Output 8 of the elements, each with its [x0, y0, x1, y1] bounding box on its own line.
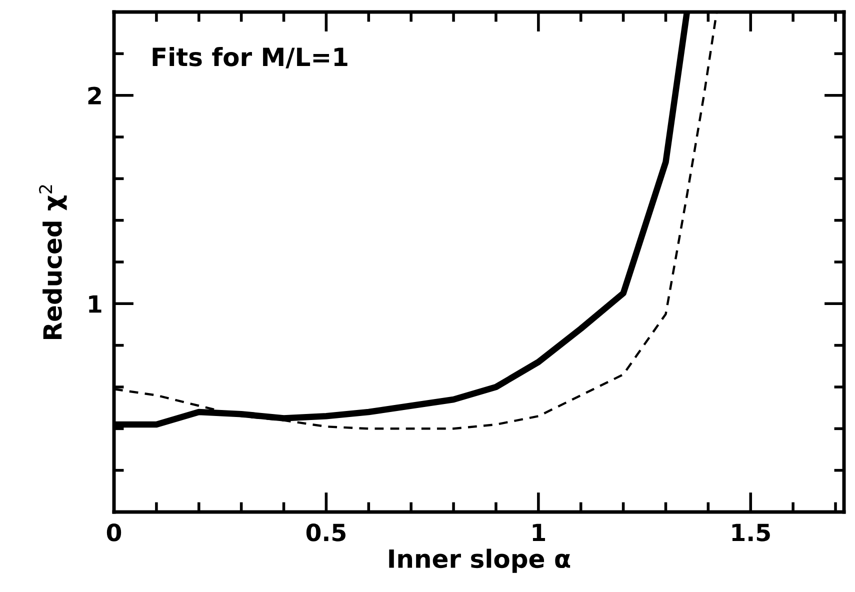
x-axis-title: Inner slope α	[389, 548, 570, 573]
y-axis-title: Reduced χ$^{2}$	[39, 185, 67, 339]
x-tick-label: 1.5	[732, 524, 770, 542]
x-tick-label: 0	[106, 524, 122, 542]
x-tick-label: 0.5	[306, 524, 346, 542]
y-tick-label: 2	[88, 86, 101, 104]
x-tick-label: 1	[532, 524, 546, 542]
annotation: Fits for M/L=1	[152, 47, 348, 68]
